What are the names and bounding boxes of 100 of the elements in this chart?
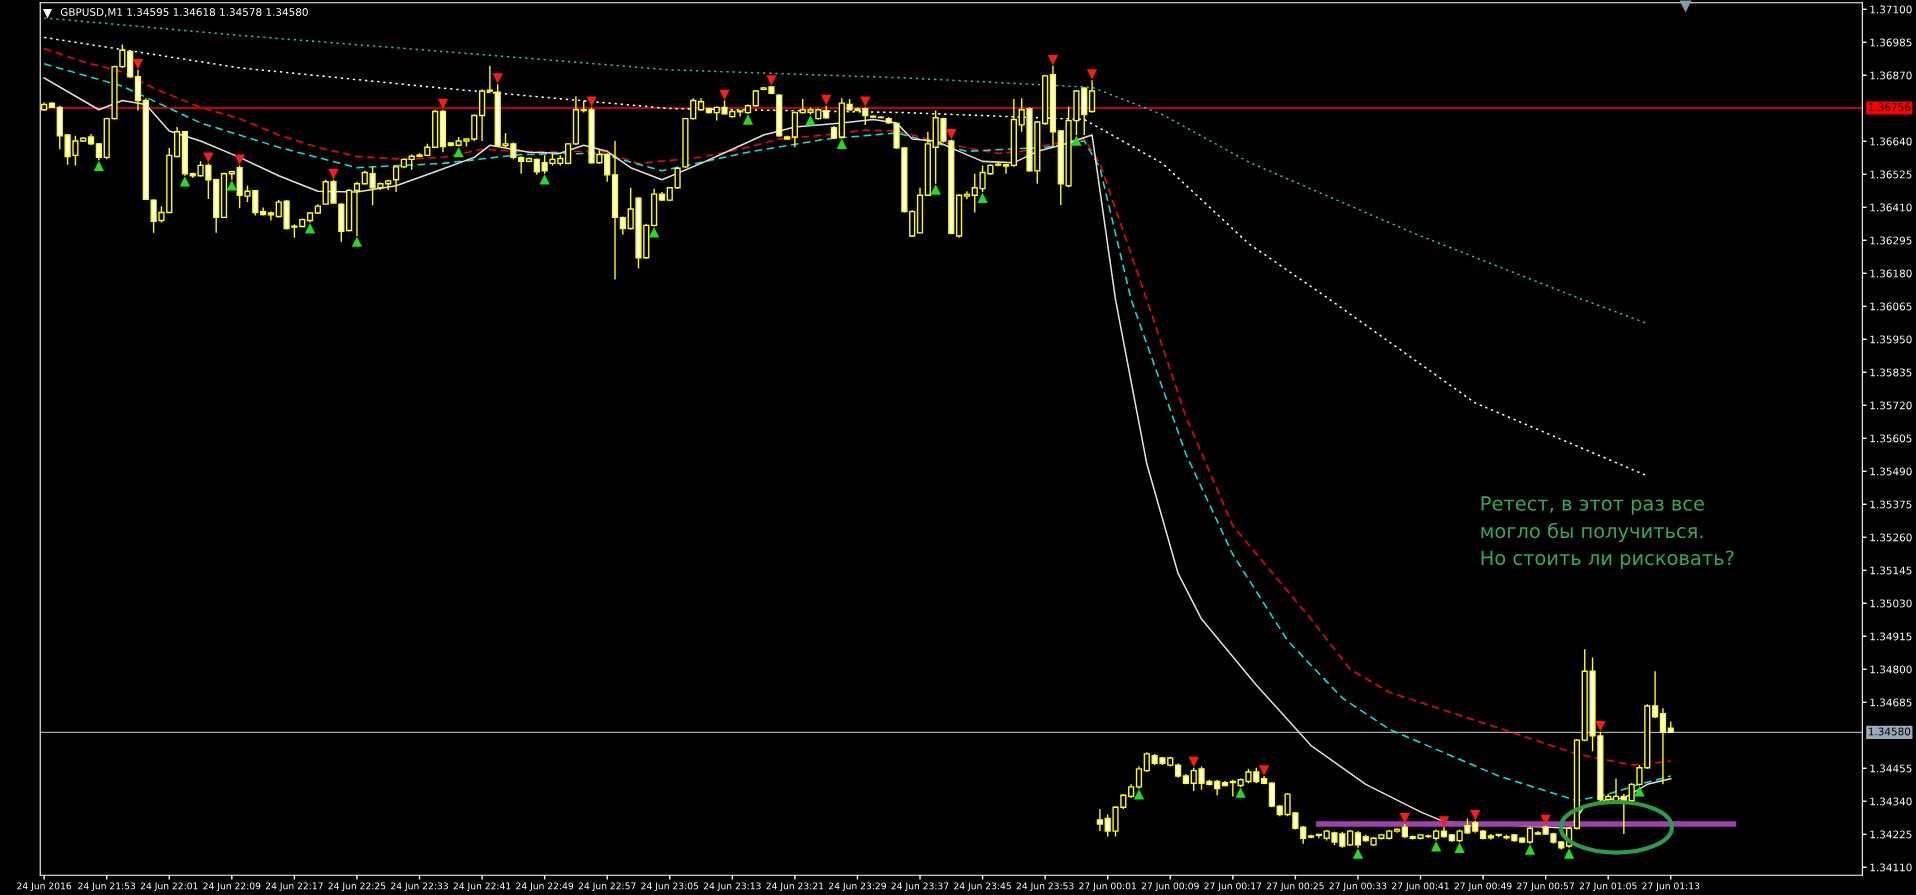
y-tick-label: 1.34225 (1870, 830, 1912, 839)
candlestick (1651, 670, 1659, 719)
point (539, 174, 550, 185)
x-tick-label: 24 Jun 22:25 (328, 882, 386, 892)
y-tick-label: 1.35145 (1870, 566, 1912, 575)
point (586, 96, 597, 107)
point (304, 223, 316, 234)
point (719, 89, 730, 100)
x-tick-label: 24 Jun 23:45 (954, 882, 1011, 892)
x-tick-label: 24 Jun 22:09 (203, 882, 261, 892)
point (1047, 54, 1059, 66)
point (351, 236, 363, 247)
x-tick-label: 27 Jun 01:13 (1642, 882, 1700, 892)
y-tick-label: 1.36640 (1870, 137, 1912, 146)
candlestick (392, 164, 400, 193)
point (1188, 756, 1199, 768)
x-tick-label: 27 Jun 00:25 (1266, 882, 1324, 892)
point (742, 114, 754, 125)
chart-title: GBPUSD,M1 1.34595 1.34618 1.34578 1.34580 (60, 8, 308, 18)
y-tick-label: 1.36410 (1870, 203, 1912, 212)
point (1133, 789, 1145, 800)
x-tick-label: 27 Jun 01:05 (1579, 882, 1637, 892)
candlestick (518, 155, 525, 175)
point (1454, 842, 1465, 853)
point (203, 152, 214, 163)
y-tick-label: 1.34915 (1870, 632, 1912, 641)
point (1595, 720, 1606, 732)
y-tick-label: 1.37100 (1870, 5, 1912, 14)
x-tick-label: 27 Jun 00:57 (1517, 882, 1574, 892)
candlestick (486, 65, 494, 95)
x-tick-label: 24 Jun 23:53 (1016, 882, 1074, 892)
point (1071, 135, 1082, 146)
point (492, 73, 503, 84)
point (1086, 69, 1098, 80)
point (648, 227, 660, 238)
candlestick (1659, 707, 1667, 786)
candlestick (228, 170, 235, 181)
point (1470, 809, 1481, 821)
point (821, 94, 832, 106)
ref-line-label: 1.34580 (1868, 727, 1911, 736)
point (1634, 786, 1645, 797)
point (1431, 841, 1442, 852)
y-tick-label: 1.34110 (1870, 863, 1912, 872)
y-tick-label: 1.35950 (1870, 335, 1912, 344)
x-tick-label: 24 Jun 22:01 (140, 882, 198, 892)
x-tick-label: 24 Jun 23:29 (829, 882, 886, 892)
point (836, 138, 847, 150)
point (437, 98, 449, 110)
candlestick (619, 215, 626, 236)
x-tick-label: 27 Jun 00:17 (1204, 882, 1262, 892)
candlestick (737, 109, 744, 118)
y-tick-label: 1.35720 (1870, 401, 1912, 410)
point (132, 58, 144, 70)
y-tick-label: 1.34800 (1870, 665, 1912, 674)
y-tick-label: 1.34340 (1870, 797, 1912, 806)
x-tick-label: 24 Jun 22:41 (453, 882, 511, 892)
x-tick-label: 27 Jun 00:09 (1141, 882, 1199, 892)
x-tick-label: 27 Jun 00:49 (1454, 882, 1512, 892)
point (1352, 848, 1364, 859)
point (226, 180, 237, 191)
x-tick-label: 27 Jun 00:01 (1079, 882, 1136, 892)
candlestick (1096, 808, 1103, 832)
y-tick-label: 1.36985 (1870, 38, 1912, 47)
x-tick-label: 27 Jun 00:33 (1329, 882, 1387, 892)
y-tick-label: 1.35605 (1870, 434, 1912, 443)
x-tick-label: 27 Jun 00:41 (1392, 882, 1449, 892)
x-tick-label: 24 Jun 2016 (17, 882, 72, 892)
x-tick-label: 24 Jun 23:21 (766, 882, 824, 892)
point (453, 147, 464, 158)
ref-line-label: 1.36756 (1868, 103, 1911, 112)
x-tick-label: 24 Jun 22:17 (265, 882, 323, 892)
point (1540, 814, 1551, 826)
annotation: Ретест, в этот раз все могло бы получиться. Но стоить ли рисковать? (1481, 496, 1734, 569)
y-tick-label: 1.34455 (1870, 764, 1912, 773)
y-tick-label: 1.35375 (1870, 500, 1912, 509)
point (805, 115, 816, 126)
point (1235, 787, 1246, 798)
candlestick (134, 69, 142, 112)
point (1438, 816, 1450, 827)
point (328, 168, 339, 180)
x-tick-label: 24 Jun 22:49 (516, 882, 574, 892)
point (234, 154, 245, 165)
x-tick-label: 24 Jun 23:37 (891, 882, 949, 892)
x-tick-label: 24 Jun 23:05 (641, 882, 699, 892)
point (1524, 844, 1536, 855)
y-tick-label: 1.36180 (1870, 269, 1912, 278)
candlestick (1088, 79, 1096, 114)
y-tick-label: 1.35260 (1870, 533, 1912, 542)
y-tick-label: 1.35835 (1870, 368, 1912, 377)
point (946, 128, 957, 140)
point (1399, 813, 1411, 824)
x-tick-label: 24 Jun 23:13 (703, 882, 761, 892)
point (1258, 765, 1270, 776)
y-tick-label: 1.36065 (1870, 302, 1912, 311)
candlestick (353, 181, 361, 237)
candlestick (963, 190, 971, 200)
y-tick-label: 1.35030 (1870, 599, 1912, 608)
point (1563, 848, 1575, 859)
candlestick (1268, 781, 1276, 808)
candlestick (1143, 751, 1150, 773)
